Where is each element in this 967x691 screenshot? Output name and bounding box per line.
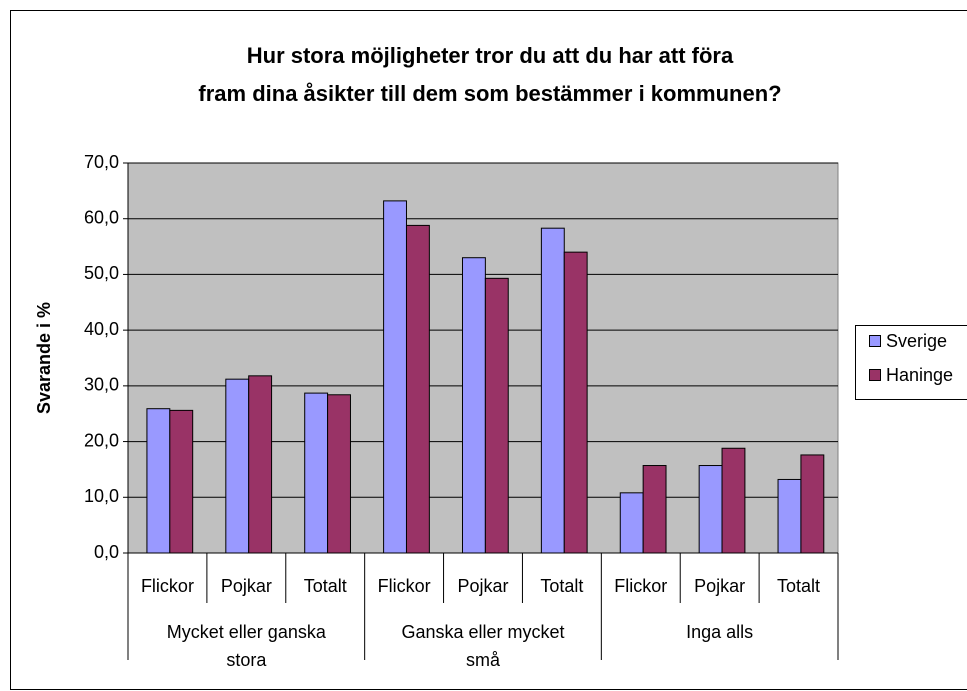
bar bbox=[800, 454, 825, 554]
group-label: Mycket eller ganska stora bbox=[166, 622, 326, 670]
bar bbox=[461, 257, 486, 554]
legend-swatch bbox=[869, 369, 881, 381]
x-tick-label: Totalt bbox=[540, 576, 583, 596]
bar bbox=[327, 394, 351, 554]
x-tick-label: Flickor bbox=[141, 576, 194, 596]
bar bbox=[721, 447, 746, 554]
title-line: fram dina åsikter till dem som bestämmer… bbox=[198, 81, 781, 106]
bar bbox=[540, 227, 565, 554]
x-tick-label: Totalt bbox=[777, 576, 820, 596]
bar bbox=[563, 251, 588, 554]
x-tick-label: Totalt bbox=[304, 576, 347, 596]
y-tick-label: 70,0 bbox=[84, 152, 119, 172]
bar bbox=[642, 465, 667, 554]
chart-title: Hur stora möjligheter tror du att du har… bbox=[198, 43, 781, 106]
y-tick-label: 10,0 bbox=[84, 486, 119, 506]
y-tick-label: 40,0 bbox=[84, 319, 119, 339]
bar bbox=[304, 392, 329, 554]
x-tick-label: Pojkar bbox=[221, 576, 272, 596]
bar bbox=[405, 224, 430, 554]
x-tick-label: Pojkar bbox=[457, 576, 508, 596]
bar bbox=[146, 408, 171, 554]
x-tick-label: Pojkar bbox=[694, 576, 745, 596]
y-tick-label: 20,0 bbox=[84, 430, 119, 450]
bar bbox=[777, 478, 802, 554]
x-tick-label: Flickor bbox=[378, 576, 431, 596]
bar bbox=[248, 375, 273, 554]
title-line: Hur stora möjligheter tror du att du har… bbox=[247, 43, 734, 68]
bar bbox=[225, 378, 250, 554]
group-label: Ganska eller mycket små bbox=[401, 622, 565, 670]
legend-label: Haninge bbox=[886, 365, 953, 385]
y-axis-label: Svarande i % bbox=[34, 302, 54, 414]
bar bbox=[484, 277, 509, 554]
legend-swatch bbox=[869, 335, 881, 347]
y-tick-label: 50,0 bbox=[84, 263, 119, 283]
bar bbox=[383, 200, 407, 554]
bar bbox=[698, 465, 723, 554]
bar bbox=[619, 492, 644, 554]
y-tick-label: 30,0 bbox=[84, 375, 119, 395]
x-tick-label: Flickor bbox=[614, 576, 667, 596]
y-tick-label: 60,0 bbox=[84, 207, 119, 227]
legend-label: Sverige bbox=[886, 331, 947, 351]
legend-box bbox=[855, 325, 967, 400]
group-label: Inga alls bbox=[686, 622, 754, 642]
bar bbox=[169, 409, 194, 554]
y-tick-label: 0,0 bbox=[94, 542, 119, 562]
